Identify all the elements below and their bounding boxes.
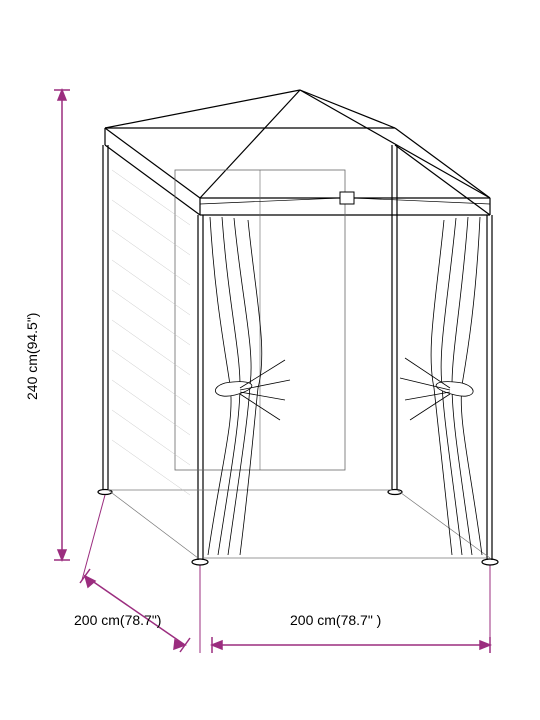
mesh-panels [112, 170, 190, 495]
height-label: 240 cm(94.5") [24, 313, 40, 400]
tent-structure [98, 90, 498, 565]
diagram-container: 240 cm(94.5") 200 cm(78.7") 200 cm(78.7"… [0, 0, 540, 720]
width-label: 200 cm(78.7" ) [290, 612, 381, 628]
depth-label: 200 cm(78.7") [74, 612, 161, 628]
